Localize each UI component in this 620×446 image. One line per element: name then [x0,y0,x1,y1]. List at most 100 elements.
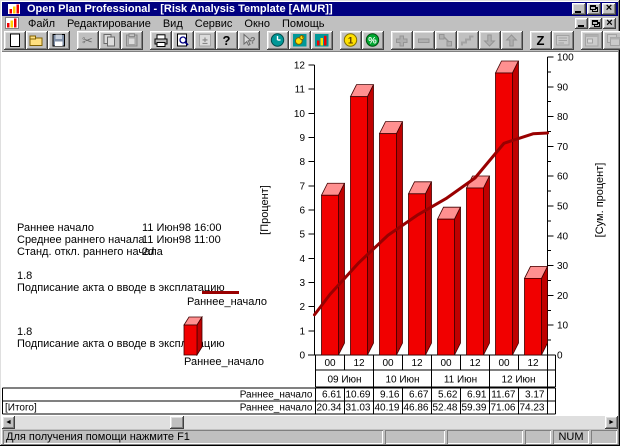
stat-value: 2d [142,246,155,258]
stat-row: Среднее раннего начала 11 Июн98 11:00 [17,234,222,246]
stat-value: 11 Июн98 11:00 [142,234,221,246]
svg-text:90: 90 [557,82,569,93]
save-button[interactable] [48,31,70,50]
help-icon: ? [223,33,231,48]
print-button[interactable] [150,31,172,50]
svg-text:100: 100 [557,53,574,64]
bar-00 [379,133,397,356]
mdi-restore-button[interactable] [589,17,602,29]
menu-Файл[interactable]: Файл [28,18,56,30]
horizontal-scrollbar[interactable]: ◄ ► [2,416,618,429]
print-preview-button[interactable] [172,31,194,50]
print-icon [154,34,168,47]
svg-text:30: 30 [557,261,569,272]
table-cell: 6.91 [467,390,487,401]
line-swatch [202,291,239,294]
menu-Вид[interactable]: Вид [162,18,183,30]
svg-text:?: ? [250,36,256,46]
sort-button[interactable]: Z [530,31,552,50]
svg-text:±: ± [202,36,208,47]
table-series-label: Раннее_начало [240,390,313,401]
menu-Окно[interactable]: Окно [244,18,270,30]
legend-entry-bar-activity: Подписание акта о вводе в эксплатацию [17,338,225,350]
table-cell: 11.67 [491,390,516,401]
steps-button [457,31,479,50]
cascade-windows-button [603,31,620,50]
scrollbar-thumb[interactable] [170,416,184,429]
table-cell: 10.69 [345,390,370,401]
sort-icon: Z [537,33,545,48]
chart-client-area: 0 1 2 3 4 5 6 7 8 9 10 11 12 0 10 20 30 40 50 60 70 80 90 100 [П… [2,52,618,416]
risk-analysis-button[interactable] [311,31,333,50]
minimize-icon [575,11,581,13]
document-chart-icon [5,17,19,29]
table-cell: 6.61 [322,390,342,401]
status-panel [447,430,523,444]
bar-00 [495,72,513,356]
arrow-left-icon: ◄ [5,419,12,426]
svg-text:7: 7 [299,181,305,192]
minus-icon [418,38,430,43]
hour-tick: 12 [411,358,423,369]
svg-text:[Сум. процент]: [Сум. процент] [594,163,606,238]
close-button[interactable]: × [602,2,616,15]
stat-row: Раннее начало 11 Июн98 16:00 [17,222,222,234]
mdi-close-button[interactable]: × [603,17,616,29]
svg-text:60: 60 [557,172,569,183]
percent-complete-button[interactable]: % [362,31,384,50]
percent-icon: % [365,33,380,47]
time-icon [270,33,285,47]
svg-text:4: 4 [299,254,305,265]
help-button[interactable]: ? [216,31,238,50]
svg-text:5: 5 [299,230,305,241]
move-up-icon [505,34,518,47]
new-button[interactable] [4,31,26,50]
svg-text:11: 11 [295,85,306,96]
svg-text:20: 20 [557,291,569,302]
svg-text:8: 8 [299,157,305,168]
move-up-button [501,31,523,50]
resource-icon [293,34,307,47]
cost-button[interactable]: 1 [340,31,362,50]
svg-text:1: 1 [299,326,305,337]
svg-text:0: 0 [299,351,305,362]
risk-icon [315,34,329,47]
hour-tick: 12 [353,358,365,369]
statistics-block: Раннее начало 11 Июн98 16:00 Среднее ран… [17,222,222,258]
plus-icon [396,35,408,47]
scroll-right-button[interactable]: ► [605,416,618,429]
toolbar: ✂ ±?? 1% Z [2,30,620,52]
hour-tick: 00 [324,358,336,369]
tile-icon [585,34,599,47]
ctxhelp-icon: ? [243,33,256,46]
cumulative-line [313,131,549,317]
link-activities-button [435,31,457,50]
bar-12 [408,193,426,356]
hour-tick: 00 [382,358,394,369]
minimize-button[interactable] [572,3,586,15]
date-group: 10 Июн [385,375,419,386]
svg-text:[Процент]: [Процент] [259,185,271,235]
scroll-left-button[interactable]: ◄ [2,416,15,429]
legend-entry-line-series: Раннее_начало [187,296,268,308]
resource-analysis-button[interactable] [289,31,311,50]
table-cell: 31.03 [345,403,370,414]
window-title: Open Plan Professional - [Risk Analysis … [27,3,333,15]
hour-tick: 12 [527,358,539,369]
mdi-minimize-button[interactable] [575,17,588,29]
menu-Редактирование[interactable]: Редактирование [67,18,151,30]
restore-button[interactable] [587,3,601,15]
arrow-right-icon: ► [608,419,615,426]
menu-Сервис[interactable]: Сервис [194,18,233,30]
status-panel [591,430,617,444]
stat-value: 11 Июн98 16:00 [142,222,222,234]
stat-label: Станд. откл. раннего начала [17,246,163,258]
menu-Помощь[interactable]: Помощь [281,18,325,30]
legend-entry-line-id: 1.8 [17,270,33,282]
move-down-icon [483,34,496,47]
cut-button: ✂ [77,31,99,50]
svg-text:6: 6 [299,206,305,217]
open-button[interactable] [26,31,48,50]
time-analysis-button[interactable] [267,31,289,50]
notes-button [552,31,574,50]
